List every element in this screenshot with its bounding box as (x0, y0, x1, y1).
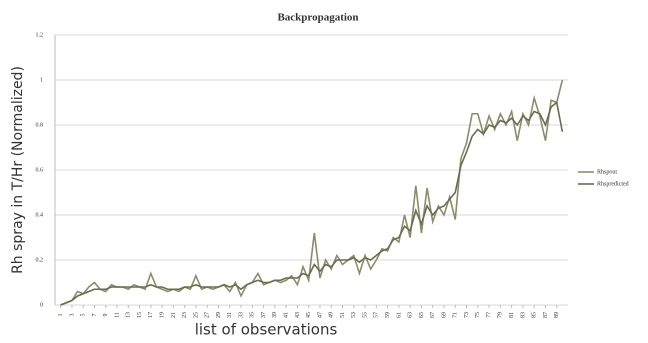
x-tick-label: 37 (261, 312, 267, 318)
y-tick-label: 1.2 (36, 32, 44, 38)
x-tick-label: 51 (340, 312, 346, 318)
x-tick-label: 1 (58, 314, 64, 317)
y-tick-label: 0.4 (36, 212, 44, 218)
x-tick-label: 29 (216, 312, 222, 318)
y-tick-label: 1 (40, 77, 43, 83)
y-tick-label: 0 (40, 302, 43, 308)
x-tick-label: 39 (272, 312, 278, 318)
x-tick-label: 43 (295, 312, 301, 318)
x-tick-label: 65 (419, 312, 425, 318)
legend-label: Rhspout (597, 169, 617, 175)
y-tick-label: 0.2 (36, 257, 44, 263)
x-tick-label: 79 (498, 312, 504, 318)
x-tick-label: 83 (520, 312, 526, 318)
x-tick-label: 49 (329, 312, 335, 318)
x-tick-label: 85 (532, 312, 538, 318)
x-tick-label: 89 (554, 312, 560, 318)
x-tick-label: 67 (430, 312, 436, 318)
x-tick-label: 33 (238, 312, 244, 318)
x-tick-label: 45 (306, 312, 312, 318)
chart-title: Backpropagation (277, 12, 358, 24)
x-tick-label: 69 (441, 312, 447, 318)
x-tick-label: 19 (159, 312, 165, 318)
x-axis-label: list of observations (195, 321, 338, 339)
x-tick-label: 61 (396, 312, 402, 318)
x-tick-label: 27 (205, 312, 211, 318)
y-tick-label: 0.6 (36, 167, 44, 173)
x-tick-label: 41 (284, 312, 290, 318)
y-tick-label: 0.8 (36, 122, 44, 128)
line-series (60, 79, 564, 306)
x-tick-label: 15 (137, 312, 143, 318)
x-tick-label: 47 (317, 312, 323, 318)
x-tick-label: 57 (374, 312, 380, 318)
x-tick-label: 9 (103, 314, 109, 317)
x-tick-label: 13 (126, 312, 132, 318)
x-tick-label: 31 (227, 312, 233, 318)
x-tick-label: 5 (81, 314, 87, 317)
x-tick-label: 53 (351, 312, 357, 318)
x-tick-label: 59 (385, 312, 391, 318)
x-tick-label: 75 (475, 312, 481, 318)
x-tick-label: 63 (408, 312, 414, 318)
x-tick-label: 77 (486, 312, 492, 318)
x-tick-label: 71 (453, 312, 459, 318)
x-tick-label: 7 (92, 314, 98, 317)
y-axis-label: Rh spray in T/Hr (Normalized) (10, 66, 26, 274)
x-tick-label: 3 (69, 314, 75, 317)
x-tick-label: 73 (464, 312, 470, 318)
x-tick-label: 87 (543, 312, 549, 318)
line-series (60, 101, 564, 306)
x-tick-label: 23 (182, 312, 188, 318)
x-tick-label: 11 (114, 312, 120, 318)
x-tick-label: 25 (193, 312, 199, 318)
x-tick-label: 55 (362, 312, 368, 318)
legend-label: Rhspredicted (597, 181, 629, 187)
x-tick-label: 35 (250, 312, 256, 318)
x-tick-label: 17 (148, 312, 154, 318)
x-tick-label: 21 (171, 312, 177, 318)
x-tick-label: 81 (509, 312, 515, 318)
